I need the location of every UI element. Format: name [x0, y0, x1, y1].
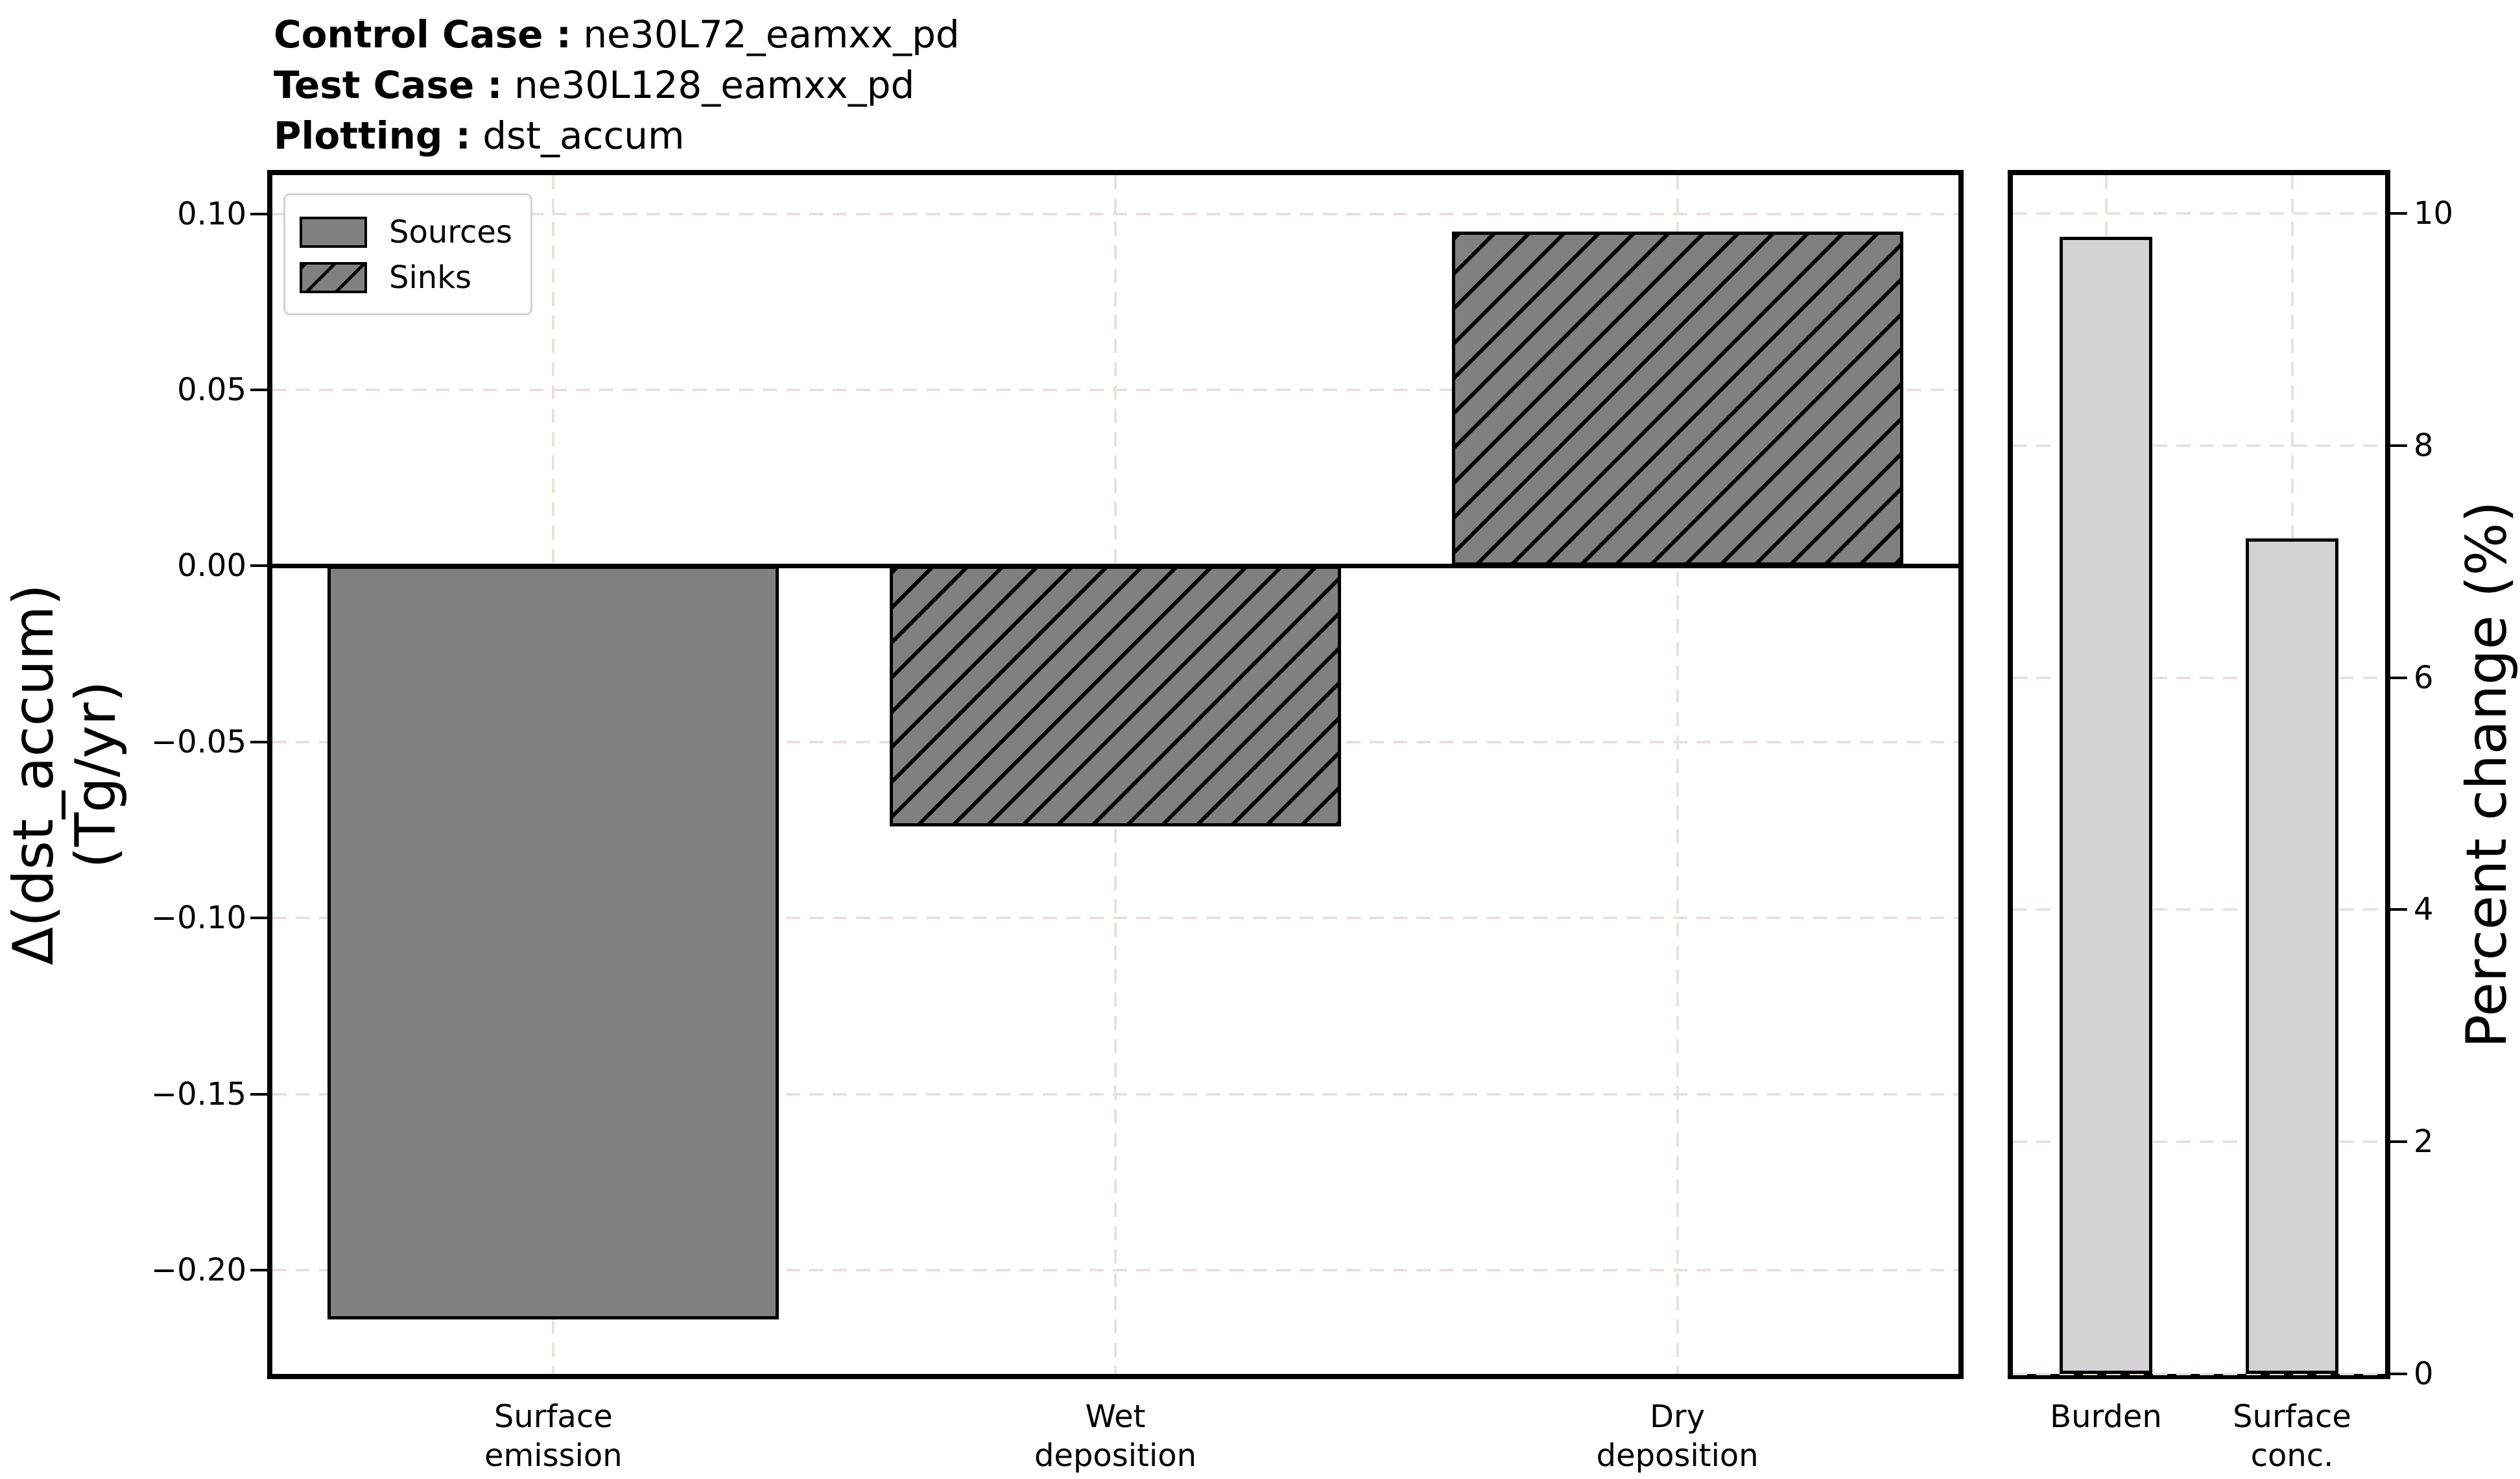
h-gridline: [2013, 676, 2385, 679]
bar-surface-conc: [2246, 538, 2338, 1374]
legend: Sources Sinks: [283, 193, 532, 315]
y-tick-mark: [250, 564, 267, 568]
header-test-case-value: ne30L128_eamxx_pd: [502, 63, 915, 107]
header-test-case: Test Case : ne30L128_eamxx_pd: [274, 60, 960, 110]
y-tick-mark: [250, 740, 267, 743]
y-tick-label: 0.05: [177, 372, 246, 409]
h-gridline: [2013, 908, 2385, 911]
legend-row-sources: Sources: [300, 212, 530, 252]
x-tick-label-1: Surface emission: [484, 1399, 623, 1474]
y-tick-label: 2: [2414, 1124, 2434, 1160]
h-gridline: [2013, 1140, 2385, 1144]
percent-change-plot-area: [2008, 170, 2407, 1379]
left-y-axis-label: Δ(dst_accum) (Tg/yr): [1, 256, 128, 1293]
legend-row-sinks: Sinks: [300, 258, 530, 298]
budget-terms-plot-inner: [250, 175, 1958, 1374]
left-y-axis-label-line2: (Tg/yr): [64, 680, 128, 869]
legend-label-sinks: Sinks: [389, 259, 472, 296]
header-test-case-label: Test Case :: [274, 63, 503, 107]
x-tick-label-1: Burden: [2050, 1399, 2162, 1435]
y-tick-label: 0.10: [177, 195, 246, 232]
h-gridline: [2013, 212, 2385, 215]
y-tick-label: 10: [2414, 195, 2454, 232]
y-tick-label: 6: [2414, 659, 2434, 696]
h-gridline: [2013, 444, 2385, 447]
y-tick-mark: [2390, 1140, 2407, 1144]
header-control-case-label: Control Case :: [274, 12, 571, 56]
y-tick-mark: [250, 212, 267, 215]
y-tick-label: 8: [2414, 427, 2434, 464]
y-tick-mark: [250, 1092, 267, 1096]
x-tick-label-2: Surface conc.: [2233, 1399, 2351, 1474]
header-plotting-value: dst_accum: [470, 114, 685, 158]
header-control-case: Control Case : ne30L72_eamxx_pd: [274, 9, 960, 60]
y-tick-mark: [250, 1268, 267, 1271]
right-y-axis-label: Percent change (%): [2455, 256, 2519, 1293]
y-tick-mark: [2390, 676, 2407, 679]
y-tick-label: 0: [2414, 1356, 2434, 1392]
left-y-axis-label-line1: Δ(dst_accum): [1, 584, 66, 965]
y-tick-mark: [250, 389, 267, 392]
y-tick-label: 4: [2414, 891, 2434, 928]
sinks-swatch-icon: [300, 262, 367, 293]
bar-burden: [2060, 236, 2152, 1374]
bar-surface-emission: [327, 566, 779, 1319]
y-tick-mark: [2390, 212, 2407, 215]
y-tick-mark: [2390, 908, 2407, 911]
v-gridline: [1676, 175, 1679, 1374]
x-tick-label-3: Dry deposition: [1596, 1399, 1759, 1474]
header-control-case-value: ne30L72_eamxx_pd: [571, 12, 960, 56]
y-tick-label: 0.00: [177, 547, 246, 584]
header-plotting: Plotting : dst_accum: [274, 110, 960, 161]
x-tick-label-2: Wet deposition: [1034, 1399, 1197, 1474]
header: Control Case : ne30L72_eamxx_pd Test Cas…: [274, 9, 960, 161]
bar-wet-deposition: [890, 566, 1341, 827]
y-tick-label: −0.20: [150, 1251, 246, 1288]
y-tick-mark: [250, 917, 267, 920]
y-tick-mark: [2390, 1373, 2407, 1375]
y-tick-mark: [2390, 444, 2407, 447]
y-tick-label: −0.10: [150, 900, 246, 937]
legend-label-sources: Sources: [389, 214, 512, 250]
budget-terms-plot-area: Sources Sinks: [250, 170, 1964, 1379]
bar-dry-deposition: [1451, 231, 1903, 566]
y-tick-label: −0.15: [150, 1076, 246, 1112]
header-plotting-label: Plotting :: [274, 114, 471, 158]
h-gridline: [2013, 1373, 2385, 1375]
right-y-axis-label-line: Percent change (%): [2455, 501, 2519, 1048]
percent-change-plot-inner: [2013, 175, 2407, 1375]
y-tick-label: −0.05: [150, 723, 246, 760]
sources-swatch-icon: [300, 217, 367, 248]
